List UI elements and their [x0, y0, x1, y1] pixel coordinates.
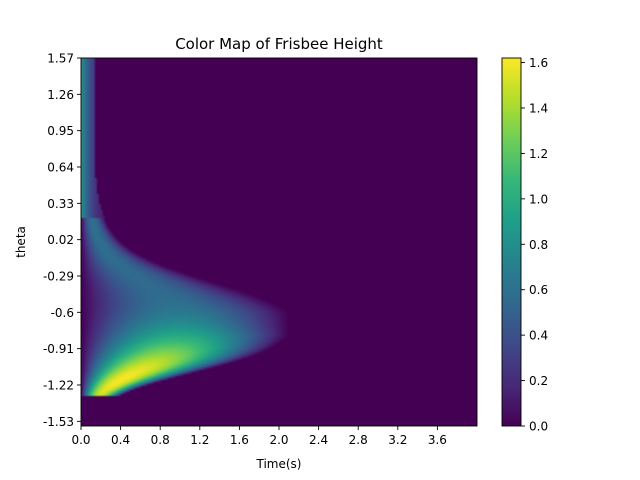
plot-area [80, 57, 478, 427]
x-tick-label: 1.2 [190, 433, 209, 447]
x-axis: 0.0 0.4 0.8 1.2 1.6 2.0 2.4 2.8 3.2 3.6 [71, 426, 447, 447]
y-tick-label: 1.26 [47, 88, 74, 102]
colorbar-tick-label: 1.6 [529, 56, 548, 70]
x-tick-label: 0.8 [151, 433, 170, 447]
colorbar-tick-label: 1.0 [529, 192, 548, 206]
colorbar-tick-label: 0.8 [529, 238, 548, 252]
colorbar-tick-label: 0.0 [529, 420, 548, 434]
y-tick-label: 0.95 [47, 124, 74, 138]
y-tick-label: 0.02 [47, 233, 74, 247]
x-tick-label: 1.6 [230, 433, 249, 447]
y-tick-label: -0.91 [43, 342, 74, 356]
y-tick-label: -1.22 [43, 378, 74, 392]
x-tick-label: 2.4 [309, 433, 328, 447]
y-tick-label: 0.33 [47, 197, 74, 211]
x-tick-label: 2.0 [269, 433, 288, 447]
colorbar-tick-label: 1.4 [529, 101, 548, 115]
colorbar-tick-label: 0.6 [529, 283, 548, 297]
colorbar-tick-label: 0.2 [529, 374, 548, 388]
x-tick-label: 2.8 [349, 433, 368, 447]
x-tick-label: 3.2 [388, 433, 407, 447]
x-tick-label: 0.4 [111, 433, 130, 447]
x-tick-label: 0.0 [71, 433, 90, 447]
y-tick-label: 0.64 [47, 160, 74, 174]
colorbar: 0.0 0.2 0.4 0.6 0.8 1.0 1.2 1.4 1.6 [501, 56, 548, 434]
y-tick-label: -0.29 [43, 269, 74, 283]
y-axis: 1.57 1.26 0.95 0.64 0.33 0.02 -0.29 -0.6 -0.91 -1… [43, 52, 81, 429]
y-tick-label: -0.6 [51, 306, 74, 320]
x-tick-label: 3.6 [428, 433, 447, 447]
chart-title: Color Map of Frisbee Height [175, 35, 383, 53]
y-tick-label: -1.53 [43, 415, 74, 429]
y-axis-label: theta [14, 226, 28, 258]
colorbar-tick-label: 1.2 [529, 147, 548, 161]
y-tick-label: 1.57 [47, 52, 74, 66]
heatmap-image [81, 58, 477, 426]
colorbar-ticks: 0.0 0.2 0.4 0.6 0.8 1.0 1.2 1.4 1.6 [521, 56, 548, 434]
colorbar-tick-label: 0.4 [529, 329, 548, 343]
colorbar-gradient [501, 57, 522, 427]
x-axis-label: Time(s) [256, 457, 302, 471]
